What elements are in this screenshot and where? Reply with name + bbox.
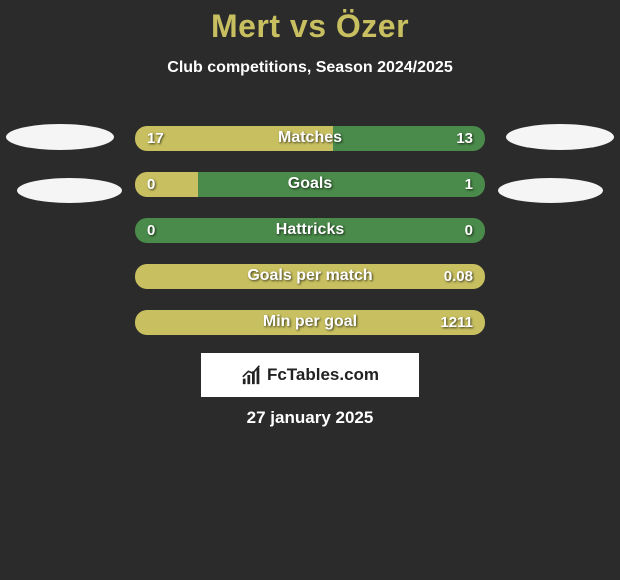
logo-box[interactable]: FcTables.com xyxy=(201,353,419,397)
stat-value-right: 0 xyxy=(465,222,473,239)
stat-row: Goals per match 0.08 xyxy=(0,253,620,299)
stat-value-left: 17 xyxy=(147,130,164,147)
stat-value-right: 0.08 xyxy=(444,268,473,285)
stat-row: Goals 0 1 xyxy=(0,161,620,207)
stat-value-left: 0 xyxy=(147,222,155,239)
stat-label: Hattricks xyxy=(276,221,344,239)
stat-value-right: 13 xyxy=(456,130,473,147)
stat-bar-left xyxy=(135,172,198,197)
stats-area: Matches 17 13 Goals 0 1 Hattricks 0 0 Goals per m… xyxy=(0,115,620,345)
stat-label: Goals xyxy=(288,175,332,193)
stat-label: Goals per match xyxy=(247,267,372,285)
fctables-icon xyxy=(241,364,263,386)
logo-text: FcTables.com xyxy=(267,365,379,385)
date-text: 27 january 2025 xyxy=(247,408,374,428)
stat-row: Matches 17 13 xyxy=(0,115,620,161)
stat-row: Hattricks 0 0 xyxy=(0,207,620,253)
subtitle: Club competitions, Season 2024/2025 xyxy=(0,59,620,77)
page-title: Mert vs Özer xyxy=(0,0,620,45)
stat-value-left: 0 xyxy=(147,176,155,193)
stat-value-right: 1211 xyxy=(440,314,473,331)
stat-row: Min per goal 1211 xyxy=(0,299,620,345)
stat-bar-right xyxy=(198,172,485,197)
stat-label: Matches xyxy=(278,129,342,147)
stat-label: Min per goal xyxy=(263,313,357,331)
stat-value-right: 1 xyxy=(465,176,473,193)
